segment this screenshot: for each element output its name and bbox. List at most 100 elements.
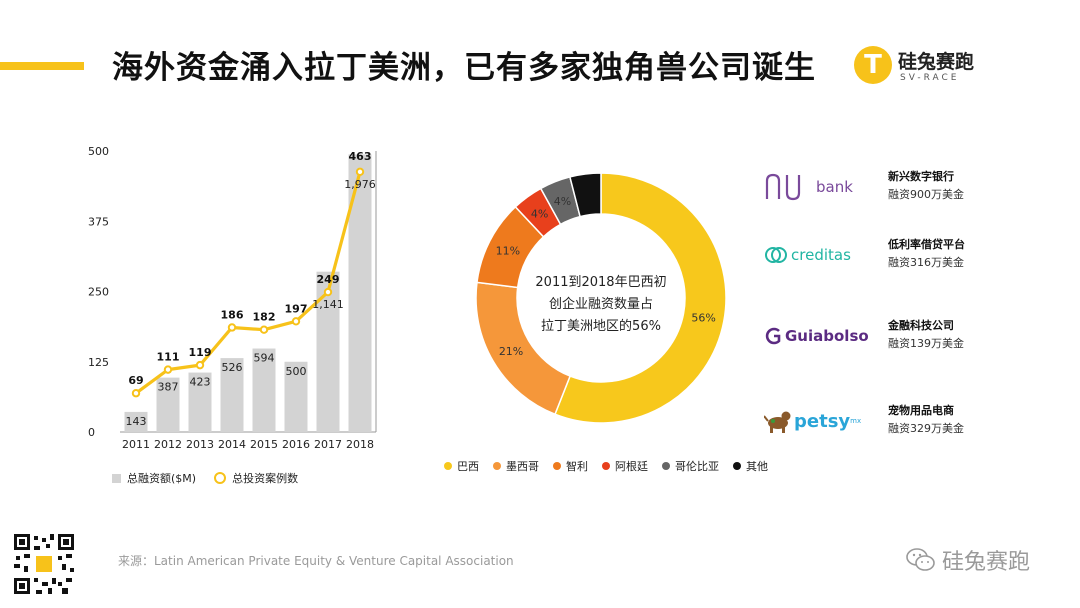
deals-point <box>131 389 141 398</box>
company-nubank: bank 新兴数字银行 融资900万美金 <box>764 164 1064 214</box>
deals-point <box>195 360 205 370</box>
legend-item-other: 其他 <box>733 458 768 474</box>
x-axis-tick-label: 2014 <box>218 438 246 451</box>
deals-point <box>259 325 269 334</box>
deals-value-label: 119 <box>189 346 212 359</box>
deals-point <box>291 317 301 326</box>
funding-bar <box>284 361 308 432</box>
legend-item-chile: 智利 <box>553 458 588 474</box>
x-axis-tick-label: 2018 <box>346 438 374 451</box>
bar-series <box>124 154 372 432</box>
deals-line <box>135 171 362 395</box>
guiabolso-logo-text: Guiabolso <box>785 327 869 345</box>
legend-dot <box>662 462 670 470</box>
creditas-logo: creditas <box>764 238 874 272</box>
legend-label: 巴西 <box>457 460 479 473</box>
funding-bar <box>156 377 180 432</box>
company-name: 宠物用品电商 <box>888 404 954 417</box>
funding-bar <box>348 154 372 432</box>
funding-combo-chart: 0125250375500050010001500200020112012201… <box>88 145 377 451</box>
company-guiabolso: Guiabolso 金融科技公司 融资139万美金 <box>764 313 1064 363</box>
center-text-line-1: 2011到2018年巴西初 <box>535 275 667 290</box>
legend-item-mexico: 墨西哥 <box>493 458 539 474</box>
chart-axes: 0125250375500050010001500200020112012201… <box>88 145 377 451</box>
qr-code-icon <box>12 532 76 596</box>
line-series <box>131 167 365 398</box>
donut-center-text: 2011到2018年巴西初 创企业融资数量占 拉丁美洲地区的56% <box>526 272 676 338</box>
x-axis-tick-label: 2017 <box>314 438 342 451</box>
funding-value-label: 500 <box>286 365 307 378</box>
deals-point <box>323 287 333 297</box>
brand-subtitle: SV-RACE <box>900 73 960 83</box>
nubank-logo-text: bank <box>816 178 853 196</box>
deals-value-label: 69 <box>128 374 143 387</box>
left-axis-tick-label: 375 <box>88 215 109 228</box>
center-text-line-3: 拉丁美洲地区的56% <box>541 319 661 334</box>
legend-label: 智利 <box>566 460 588 473</box>
company-name: 低利率借贷平台 <box>888 238 965 251</box>
funding-bar <box>316 271 340 432</box>
brand-name: 硅兔赛跑 <box>898 51 975 73</box>
watermark-text: 硅兔赛跑 <box>942 550 1031 575</box>
legend-dot <box>553 462 561 470</box>
donut-legend: 巴西 墨西哥 智利 阿根廷 哥伦比亚 其他 <box>444 458 768 474</box>
company-name: 金融科技公司 <box>888 319 954 332</box>
funding-bar <box>124 411 148 432</box>
slice-percent-label: 11% <box>496 245 520 258</box>
funding-bar <box>252 348 276 432</box>
donut-slice <box>554 172 727 424</box>
title-accent-bar <box>0 62 84 70</box>
donut-labels: 56% 21% 11% 4% 4% <box>496 195 716 358</box>
company-name: 新兴数字银行 <box>888 170 954 183</box>
company-petsy: petsy mx 宠物用品电商 融资329万美金 <box>764 398 1064 448</box>
donut-slice <box>569 172 602 218</box>
funding-value-label: 1,141 <box>312 298 344 311</box>
combo-chart-legend: 总融资额($M) 总投资案例数 <box>112 470 298 486</box>
deals-value-label: 111 <box>157 351 180 364</box>
funding-value-label: 143 <box>126 415 147 428</box>
deals-point <box>163 365 173 374</box>
deals-point <box>355 167 365 176</box>
legend-label: 哥伦比亚 <box>675 460 719 473</box>
legend-item-argentina: 阿根廷 <box>602 458 648 474</box>
wechat-icon <box>906 548 935 571</box>
deals-value-label: 249 <box>317 273 340 286</box>
left-axis-tick-label: 250 <box>88 286 109 299</box>
legend-label: 阿根廷 <box>615 460 648 473</box>
slice-percent-label: 4% <box>531 207 548 220</box>
legend-item-funding: 总融资额($M) <box>112 470 196 486</box>
legend-label: 墨西哥 <box>506 460 539 473</box>
dog-icon <box>764 411 791 433</box>
funding-value-label: 387 <box>158 381 179 394</box>
slice-percent-label: 4% <box>554 195 571 208</box>
center-text-line-2: 创企业融资数量占 <box>548 297 653 312</box>
page-title: 海外资金涌入拉丁美洲，已有多家独角兽公司诞生 <box>112 50 816 86</box>
legend-dot <box>602 462 610 470</box>
legend-deals-label: 总投资案例数 <box>232 472 299 485</box>
slice-percent-label: 56% <box>691 312 715 325</box>
x-axis-tick-label: 2016 <box>282 438 310 451</box>
deals-value-label: 197 <box>285 302 308 315</box>
legend-item-brazil: 巴西 <box>444 458 479 474</box>
x-axis-tick-label: 2012 <box>154 438 182 451</box>
petsy-logo: petsy mx <box>764 404 874 438</box>
donut-slices <box>475 172 727 424</box>
legend-item-deals: 总投资案例数 <box>214 470 298 486</box>
legend-bar-swatch <box>112 473 121 483</box>
left-axis-tick-label: 125 <box>88 356 109 369</box>
deals-value-label: 186 <box>221 308 244 321</box>
legend-dot <box>444 462 452 470</box>
legend-item-colombia: 哥伦比亚 <box>662 458 719 474</box>
legend-dot <box>733 462 741 470</box>
x-axis-tick-label: 2015 <box>250 438 278 451</box>
nubank-logo: bank <box>764 170 874 204</box>
legend-funding-label: 总融资额($M) <box>127 472 197 485</box>
nu-mark-icon <box>765 173 801 201</box>
funding-value-label: 526 <box>222 361 243 374</box>
funding-bar <box>220 358 244 432</box>
legend-label: 其他 <box>746 460 768 473</box>
deals-value-label: 182 <box>253 311 276 324</box>
watermark: 硅兔赛跑 <box>906 544 1030 576</box>
country-share-donut-chart: 56% 21% 11% 4% 4% <box>475 172 727 424</box>
slice-percent-label: 21% <box>499 345 523 358</box>
